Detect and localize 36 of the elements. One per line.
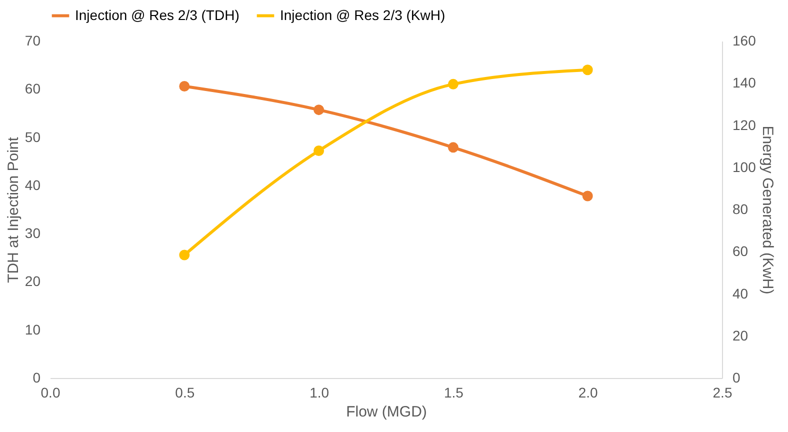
point <box>179 81 190 92</box>
y-tick-label: 60 <box>24 80 41 97</box>
y2-tick-label: 120 <box>732 116 756 133</box>
x-tick-label: 2.5 <box>712 384 732 400</box>
point <box>582 64 593 76</box>
y-tick-label: 50 <box>24 128 41 145</box>
y2-tick-label: 80 <box>732 201 748 217</box>
x-axis-title: Flow (MGD) <box>346 404 427 420</box>
y2-tick-label: 60 <box>732 243 748 260</box>
y-tick-label: 30 <box>24 225 41 242</box>
y-tick-label: 40 <box>24 176 41 193</box>
y2-tick-label: 20 <box>732 327 748 344</box>
y2-tick-label: 160 <box>732 32 756 48</box>
y-tick-label: 10 <box>24 321 41 338</box>
point <box>448 78 458 90</box>
y-tick-label: 0 <box>32 370 41 386</box>
y2-tick-label: 100 <box>732 158 756 175</box>
point <box>179 250 190 260</box>
x-tick-label: 0.5 <box>175 384 195 400</box>
x-tick-label: 0.0 <box>40 384 60 400</box>
point <box>314 104 324 116</box>
y-tick-label: 20 <box>24 273 41 290</box>
y2-tick-label: 140 <box>732 74 756 91</box>
y2-tick-label: 0 <box>732 370 740 386</box>
y-axis-title: TDH at Injection Point <box>4 136 22 283</box>
legend-label: Injection @ Res 2/3 (TDH) <box>75 6 240 23</box>
point <box>582 190 593 202</box>
x-tick-label: 2.0 <box>578 384 598 400</box>
point <box>448 142 458 153</box>
x-tick-label: 1.5 <box>444 384 464 400</box>
point <box>314 146 324 156</box>
legend-label: Injection @ Res 2/3 (KwH) <box>280 6 446 23</box>
y-tick-label: 70 <box>24 32 41 48</box>
x-tick-label: 1.0 <box>310 384 330 400</box>
y2-tick-label: 40 <box>732 285 748 302</box>
y2-axis-title: Energy Generated (KwH) <box>758 126 776 294</box>
